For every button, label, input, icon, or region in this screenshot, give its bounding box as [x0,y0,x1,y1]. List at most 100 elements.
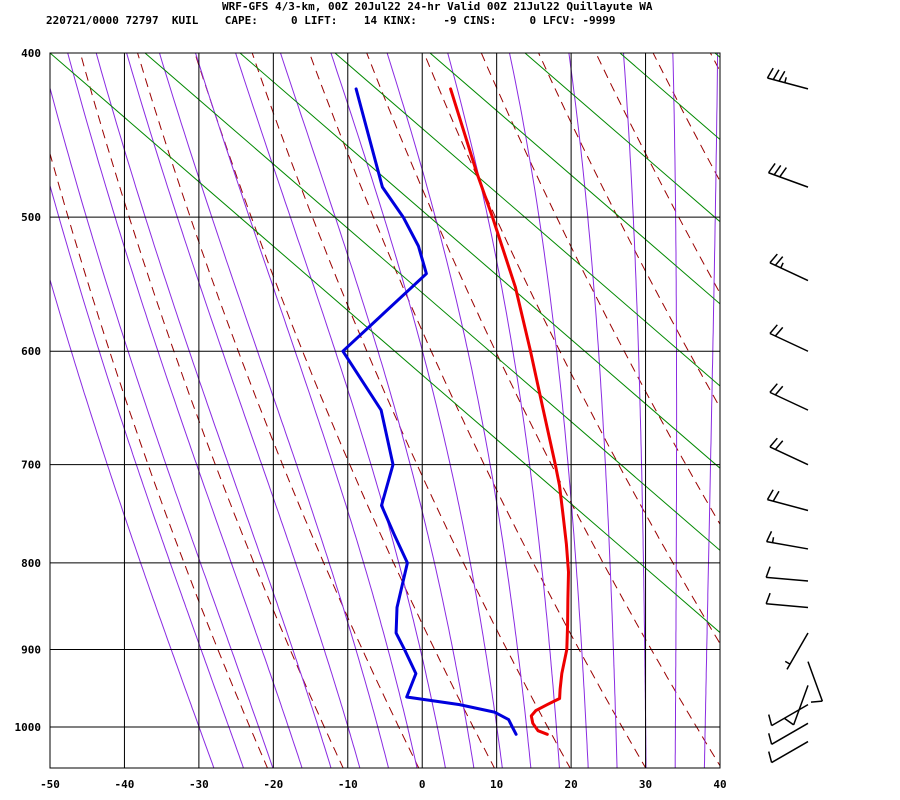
x-tick-label: -10 [338,778,358,791]
dry-adiabat [366,53,720,767]
wind-barb [767,163,809,188]
barb-flag [772,69,780,80]
barb-shaft [769,262,809,282]
barb-flag [773,165,782,176]
barb-flag [767,163,776,174]
y-tick-label: 900 [21,643,41,656]
moist-adiabat [386,53,532,768]
dry-adiabat [308,53,647,768]
barb-flag [772,490,780,502]
wind-barb [769,437,809,466]
dry-adiabat [194,53,495,768]
dry-adiabat [50,151,269,768]
dewpoint-profile [341,87,518,736]
mixing-ratio-line [334,53,720,387]
moist-adiabat [508,53,589,768]
wind-barb [769,253,809,282]
barb-shaft [766,576,809,582]
mixing-ratio-line [619,53,720,141]
barb-shaft [769,391,809,411]
dry-adiabat [251,53,571,768]
dry-adiabat [137,53,420,768]
moist-adiabat [158,53,390,768]
barb-half-flag [784,77,787,83]
barb-flag [774,440,784,450]
barb-half-flag [771,537,775,543]
barb-shaft [786,632,809,670]
barb-flag [783,717,795,726]
barb-flag [766,489,774,500]
wind-barbs [765,67,824,764]
moist-adiabat [50,277,215,768]
y-tick-label: 800 [21,557,41,570]
x-tick-label: 40 [713,778,726,791]
barb-shaft [771,740,809,764]
mixing-ratio-line [239,53,720,469]
moist-adiabat [67,53,303,768]
moist-adiabat [330,53,503,768]
barb-shaft [807,661,824,702]
station-stats: 220721/0000 72797 KUIL CAPE: 0 LIFT: 14 … [46,14,616,27]
x-tick-label: -40 [115,778,135,791]
barb-shaft [767,498,809,512]
dry-adiabat [79,53,344,768]
wind-barb [766,67,809,90]
moist-adiabat [568,53,618,768]
x-tick-label: 10 [490,778,503,791]
barb-shaft [766,540,809,550]
wind-barb [766,489,809,512]
dry-adiabat [709,53,720,73]
mixing-ratio-line [144,53,720,552]
wind-barb [767,703,809,727]
x-tick-label: 0 [419,778,426,791]
barb-flag [766,67,774,79]
plot-frame [49,52,721,769]
temperature-profile [449,87,570,736]
wind-barb [765,531,809,550]
barb-flag [765,531,773,542]
barb-flag [767,714,773,726]
dry-adiabat [730,0,900,783]
moist-adiabat [50,86,274,768]
wind-barb [769,383,809,411]
dry-adiabat [786,0,900,783]
y-tick-label: 500 [21,211,41,224]
wind-barb [765,566,809,582]
barb-flag [774,385,784,396]
barb-shaft [771,722,809,745]
barb-flag [767,751,773,763]
dry-adiabat [538,53,720,409]
barb-flag [767,733,773,745]
x-tick-label: -50 [40,778,60,791]
mixing-ratio-line [600,0,900,728]
moist-adiabat [95,53,332,768]
dry-adiabat [480,53,720,526]
barb-flag [774,326,784,337]
moist-adiabat [194,53,418,768]
y-tick-label: 400 [21,47,41,60]
wind-barb [784,632,809,670]
barb-shaft [766,603,809,609]
mixing-ratio-line [524,53,720,223]
chart-title: WRF-GFS 4/3-km, 00Z 20Jul22 24-hr Valid … [222,0,653,13]
x-tick-label: 20 [564,778,577,791]
barb-flag [779,167,788,178]
wind-barb [765,592,809,609]
wind-barb [769,324,809,352]
y-tick-label: 1000 [15,721,42,734]
x-tick-label: 30 [639,778,652,791]
barb-flag [810,700,823,703]
mixing-ratio-line [714,53,720,58]
y-tick-label: 600 [21,345,41,358]
barb-flag [765,592,771,605]
dry-adiabat [595,53,720,295]
series [341,87,570,736]
barb-flag [769,383,778,393]
barb-shaft [769,332,809,352]
moist-adiabat [235,53,446,768]
barb-shaft [768,172,809,188]
barb-flag [769,437,778,448]
moist-adiabat [703,53,719,768]
barb-flag [769,324,778,334]
